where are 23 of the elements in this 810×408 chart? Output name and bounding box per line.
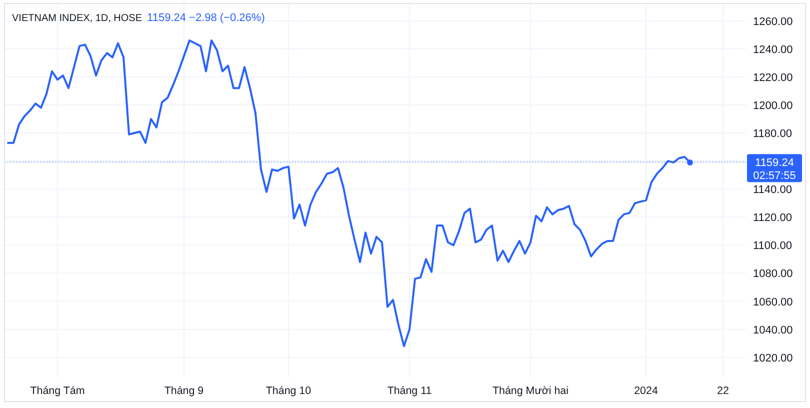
y-tick-label: 1100.00 xyxy=(753,240,792,252)
x-tick-label: Tháng Tám xyxy=(30,385,85,397)
x-tick-label: Tháng 11 xyxy=(387,385,432,397)
y-tick-label: 1240.00 xyxy=(753,44,793,56)
text: 02:57:55 xyxy=(753,170,796,182)
x-tick-label: Tháng Mười hai xyxy=(492,385,568,397)
ref-line-label: 1159.24 xyxy=(755,157,794,170)
x-tick-label: 2024 xyxy=(634,385,658,397)
y-tick-label: 1220.00 xyxy=(753,72,793,84)
y-tick-label: 1060.00 xyxy=(753,296,793,308)
y-tick-label: 1040.00 xyxy=(753,324,793,336)
x-tick-label: Tháng 10 xyxy=(266,385,312,397)
y-tick-label: 1140.00 xyxy=(753,184,792,196)
text: 1159.24 −2.98 (−0.26%) xyxy=(147,12,265,24)
y-tick-label: 1120.00 xyxy=(753,212,792,224)
x-tick-label: 22 xyxy=(717,385,729,397)
y-tick-label: 1200.00 xyxy=(753,100,793,112)
y-tick-label: 1080.00 xyxy=(753,268,793,280)
text: VIETNAM INDEX, 1D, HOSE xyxy=(12,13,142,24)
y-tick-label: 1180.00 xyxy=(753,128,792,140)
y-tick-label: 1260.00 xyxy=(753,16,793,28)
y-tick-label: 1020.00 xyxy=(753,352,793,364)
x-tick-label: Tháng 9 xyxy=(164,385,204,397)
